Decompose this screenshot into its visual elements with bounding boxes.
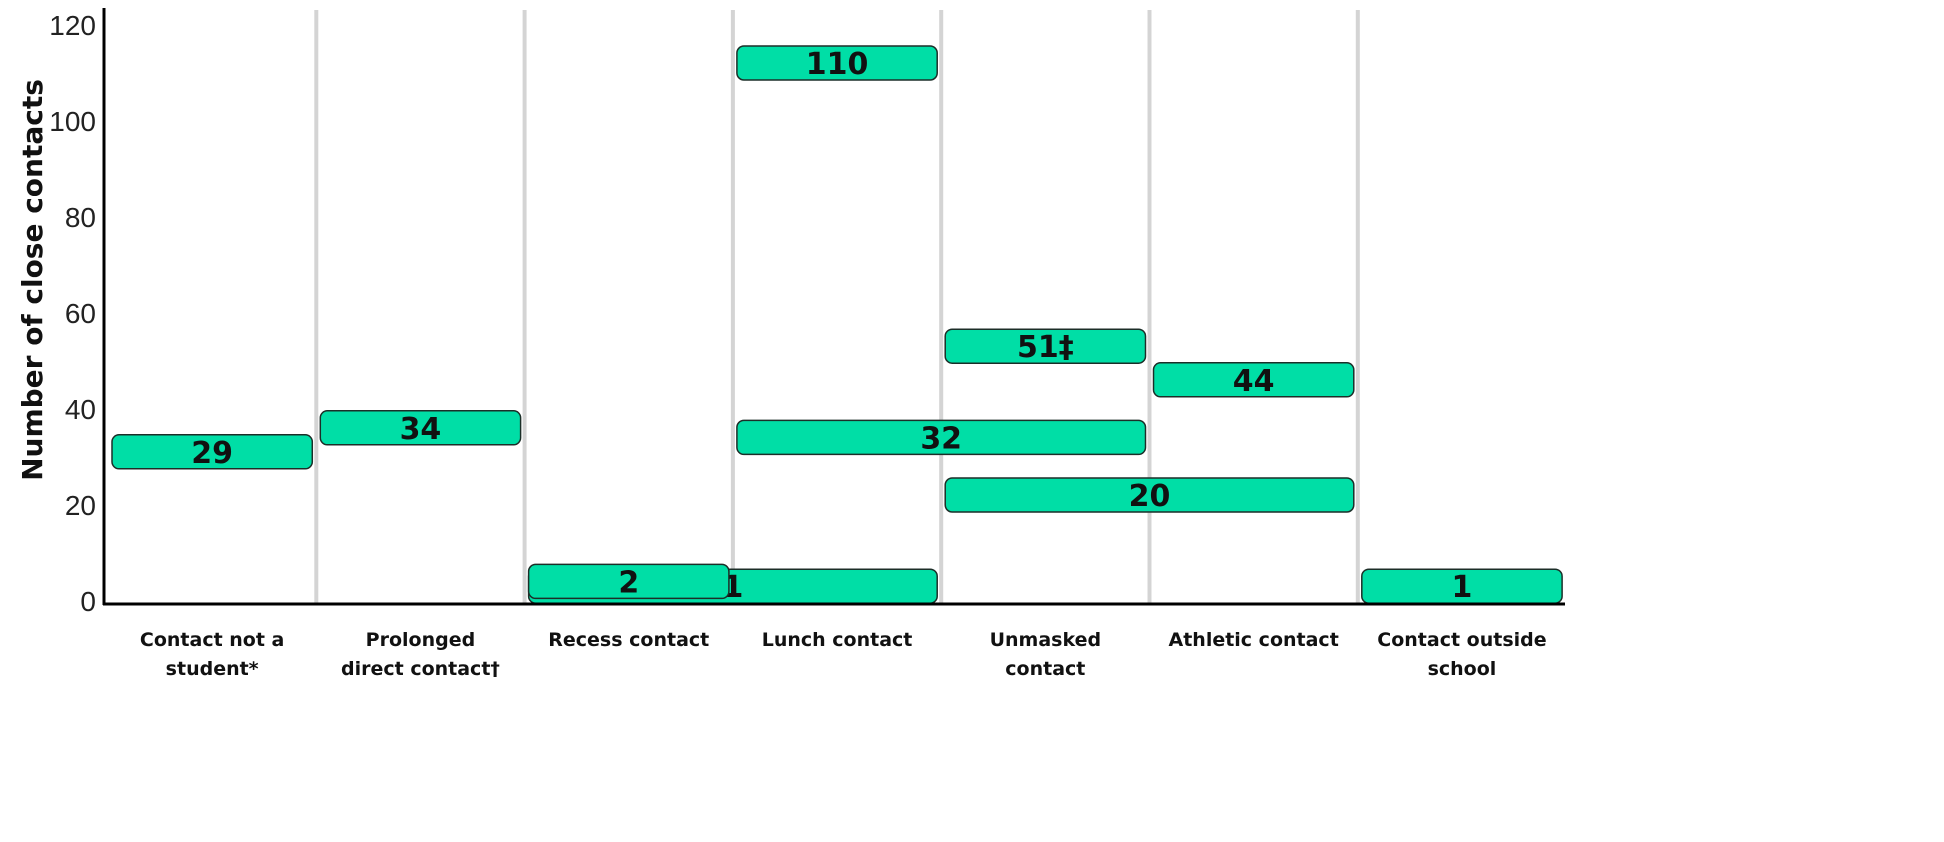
bar: 34 xyxy=(319,410,522,447)
x-tick-label: Contact outside xyxy=(1377,629,1546,651)
bar: 51‡ xyxy=(944,328,1147,365)
x-tick-label: Athletic contact xyxy=(1169,629,1339,651)
bar: 2 xyxy=(527,563,730,600)
y-tick-label: 40 xyxy=(65,394,96,425)
bar-value-label: 20 xyxy=(1129,479,1171,514)
bar-value-label: 44 xyxy=(1233,364,1275,399)
bar: 20 xyxy=(944,477,1355,514)
bar-value-label: 2 xyxy=(618,565,639,600)
bar-rect xyxy=(736,419,1147,456)
bar-value-label: 29 xyxy=(191,436,233,471)
bar-value-label: 110 xyxy=(806,47,869,82)
x-tick-label: student* xyxy=(166,658,259,680)
category-separators xyxy=(314,10,1360,603)
bar-rect xyxy=(736,45,938,81)
x-tick-label: Recess contact xyxy=(548,629,709,651)
y-ticks: 0 20 40 60 80 100 120 xyxy=(49,10,96,617)
y-axis-label: Number of close contacts xyxy=(16,79,49,481)
x-tick-label: Prolonged xyxy=(366,629,476,651)
axes xyxy=(102,8,1565,606)
x-tick-label: contact xyxy=(1005,658,1085,680)
bar-rect xyxy=(1152,362,1355,398)
bar-value-label: 1 xyxy=(1452,570,1473,605)
bar-rect xyxy=(527,563,730,600)
bar: 1 xyxy=(1361,568,1563,605)
y-tick-label: 80 xyxy=(65,202,96,233)
bar: 29 xyxy=(111,434,314,471)
bar-rect xyxy=(944,477,1355,513)
bar-value-label: 32 xyxy=(920,421,962,456)
x-tick-label: direct contact† xyxy=(341,658,500,680)
y-tick-label: 0 xyxy=(80,586,96,617)
y-tick-label: 120 xyxy=(49,10,96,41)
bar-value-label: 34 xyxy=(400,412,442,447)
x-tick-label: Contact not a xyxy=(140,629,285,651)
x-tick-label: Unmasked xyxy=(990,629,1102,651)
y-tick-label: 20 xyxy=(65,490,96,521)
bar-rect xyxy=(944,328,1147,364)
bar: 32 xyxy=(736,419,1147,456)
y-tick-label: 100 xyxy=(49,106,96,137)
x-ticks: Contact not a student* Prolonged direct con… xyxy=(140,629,1547,680)
bar: 44 xyxy=(1152,362,1355,399)
bar-rect xyxy=(319,410,522,446)
bar-value-label: 51‡ xyxy=(1017,330,1074,365)
bar-rect xyxy=(111,434,314,470)
y-tick-label: 60 xyxy=(65,298,96,329)
bar: 110 xyxy=(736,45,938,82)
x-tick-label: Lunch contact xyxy=(762,629,913,651)
x-tick-label: school xyxy=(1428,658,1497,680)
